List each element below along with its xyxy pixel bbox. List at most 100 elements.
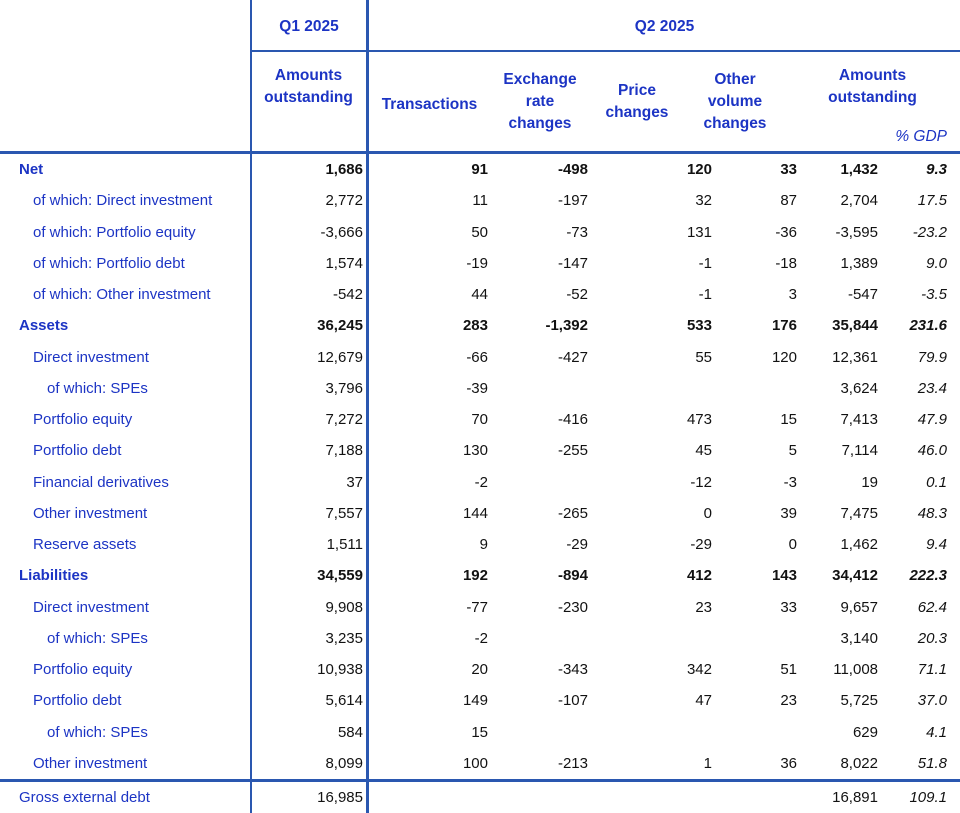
value-cell: 4.1	[926, 723, 947, 741]
vertical-divider-q1-q2	[366, 0, 369, 813]
table-row: Assets 36,245 283 -1,392 533 176 35,844 231.6	[0, 310, 960, 341]
value-cell: 1,432	[840, 161, 878, 179]
value-cell: 3,235	[325, 629, 363, 647]
value-cell: 283	[462, 317, 488, 335]
value-cell: -427	[557, 348, 588, 366]
value-cell: -18	[775, 254, 797, 272]
value-cell: 7,413	[840, 411, 878, 429]
column-header-exchange-rate-changes: Exchange rate changes	[503, 71, 577, 132]
value-cell: 11,008	[833, 661, 878, 679]
value-cell: 222.3	[909, 567, 947, 585]
value-cell: 109.1	[909, 789, 947, 806]
value-cell: 34,559	[317, 567, 363, 585]
value-cell: 3,796	[325, 379, 363, 397]
column-header-q1-amounts-outstanding: Amounts outstanding	[264, 67, 353, 106]
row-label: Direct investment	[33, 348, 149, 366]
table-row: of which: Portfolio equity -3,666 50 -73 131…	[0, 217, 960, 248]
column-header-pct-gdp: % GDP	[895, 128, 947, 145]
table-row: of which: Portfolio debt 1,574 -19 -147 -1 -1…	[0, 248, 960, 279]
value-cell: 20	[471, 661, 488, 679]
value-cell: 87	[780, 192, 797, 210]
value-cell: 1,462	[840, 536, 878, 554]
value-cell: 0	[703, 504, 712, 522]
value-cell: -416	[557, 411, 588, 429]
value-cell: 231.6	[909, 317, 947, 335]
value-cell: 3,140	[840, 629, 878, 647]
table-row: of which: SPEs 3,796 -39 3,624 23.4	[0, 373, 960, 404]
table-row: Direct investment 12,679 -66 -427 55 120 12,36…	[0, 342, 960, 373]
horizontal-rule-above-footer	[0, 779, 960, 782]
table-row: Gross external debt 16,985 16,891 109.1	[0, 782, 960, 813]
value-cell: 11	[472, 192, 488, 210]
value-cell: -894	[557, 567, 588, 585]
value-cell: -39	[466, 379, 488, 397]
value-cell: 50	[471, 223, 488, 241]
value-cell: 33	[780, 598, 797, 616]
value-cell: 8,099	[325, 754, 363, 772]
value-cell: -213	[557, 754, 588, 772]
value-cell: 12,361	[832, 348, 878, 366]
value-cell: 47	[695, 692, 712, 710]
value-cell: 130	[462, 442, 488, 460]
value-cell: 412	[686, 567, 712, 585]
q2-2025-header: Q2 2025	[634, 18, 695, 35]
row-label: of which: SPEs	[47, 723, 148, 741]
value-cell: -66	[466, 348, 488, 366]
value-cell: 17.5	[917, 192, 947, 210]
value-cell: 23.4	[917, 379, 947, 397]
value-cell: -498	[557, 161, 588, 179]
value-cell: 176	[771, 317, 797, 335]
vertical-divider-labels	[250, 0, 252, 813]
value-cell: -3,666	[320, 223, 363, 241]
value-cell: 0	[788, 536, 797, 554]
value-cell: 47.9	[917, 411, 947, 429]
value-cell: 9,657	[840, 598, 878, 616]
value-cell: 36,245	[317, 317, 363, 335]
value-cell: 1	[703, 754, 712, 772]
value-cell: 533	[686, 317, 712, 335]
value-cell: 7,188	[325, 442, 363, 460]
value-cell: -29	[690, 536, 712, 554]
row-label: Liabilities	[19, 567, 89, 585]
value-cell: 16,985	[317, 789, 363, 806]
table-row: of which: Direct investment 2,772 11 -197 32…	[0, 185, 960, 216]
value-cell: 2,772	[325, 192, 363, 210]
table-row: Financial derivatives 37 -2 -12 -3 19 0.1	[0, 467, 960, 498]
horizontal-rule-under-header	[0, 151, 960, 154]
value-cell: 19	[861, 473, 878, 491]
value-cell: -107	[557, 692, 588, 710]
value-cell: 0.1	[926, 473, 947, 491]
value-cell: -547	[847, 286, 878, 304]
value-cell: 55	[695, 348, 712, 366]
value-cell: 39	[780, 504, 797, 522]
value-cell: 144	[462, 504, 488, 522]
value-cell: -1,392	[545, 317, 588, 335]
value-cell: -147	[557, 254, 588, 272]
value-cell: -197	[557, 192, 588, 210]
value-cell: -19	[466, 254, 488, 272]
value-cell: 629	[852, 723, 878, 741]
value-cell: 9,908	[325, 598, 363, 616]
value-cell: 20.3	[917, 629, 947, 647]
value-cell: 33	[780, 161, 797, 179]
row-label: Portfolio debt	[33, 442, 122, 460]
table-row: of which: Other investment -542 44 -52 -1 3 -5…	[0, 279, 960, 310]
value-cell: -542	[332, 286, 363, 304]
value-cell: 8,022	[840, 754, 878, 772]
value-cell: -12	[690, 473, 712, 491]
row-label: of which: Portfolio debt	[33, 254, 185, 272]
value-cell: -255	[557, 442, 588, 460]
value-cell: -343	[557, 661, 588, 679]
value-cell: -36	[775, 223, 797, 241]
row-label: Other investment	[33, 754, 148, 772]
value-cell: 34,412	[832, 567, 878, 585]
value-cell: 2,704	[840, 192, 878, 210]
row-label: of which: SPEs	[47, 629, 148, 647]
value-cell: -73	[566, 223, 588, 241]
table-row: Net 1,686 91 -498 120 33 1,432 9.3	[0, 154, 960, 185]
row-label: of which: Direct investment	[33, 192, 213, 210]
row-label: Net	[19, 161, 44, 179]
value-cell: -2	[474, 629, 488, 647]
value-cell: -29	[566, 536, 588, 554]
value-cell: 70	[471, 411, 488, 429]
